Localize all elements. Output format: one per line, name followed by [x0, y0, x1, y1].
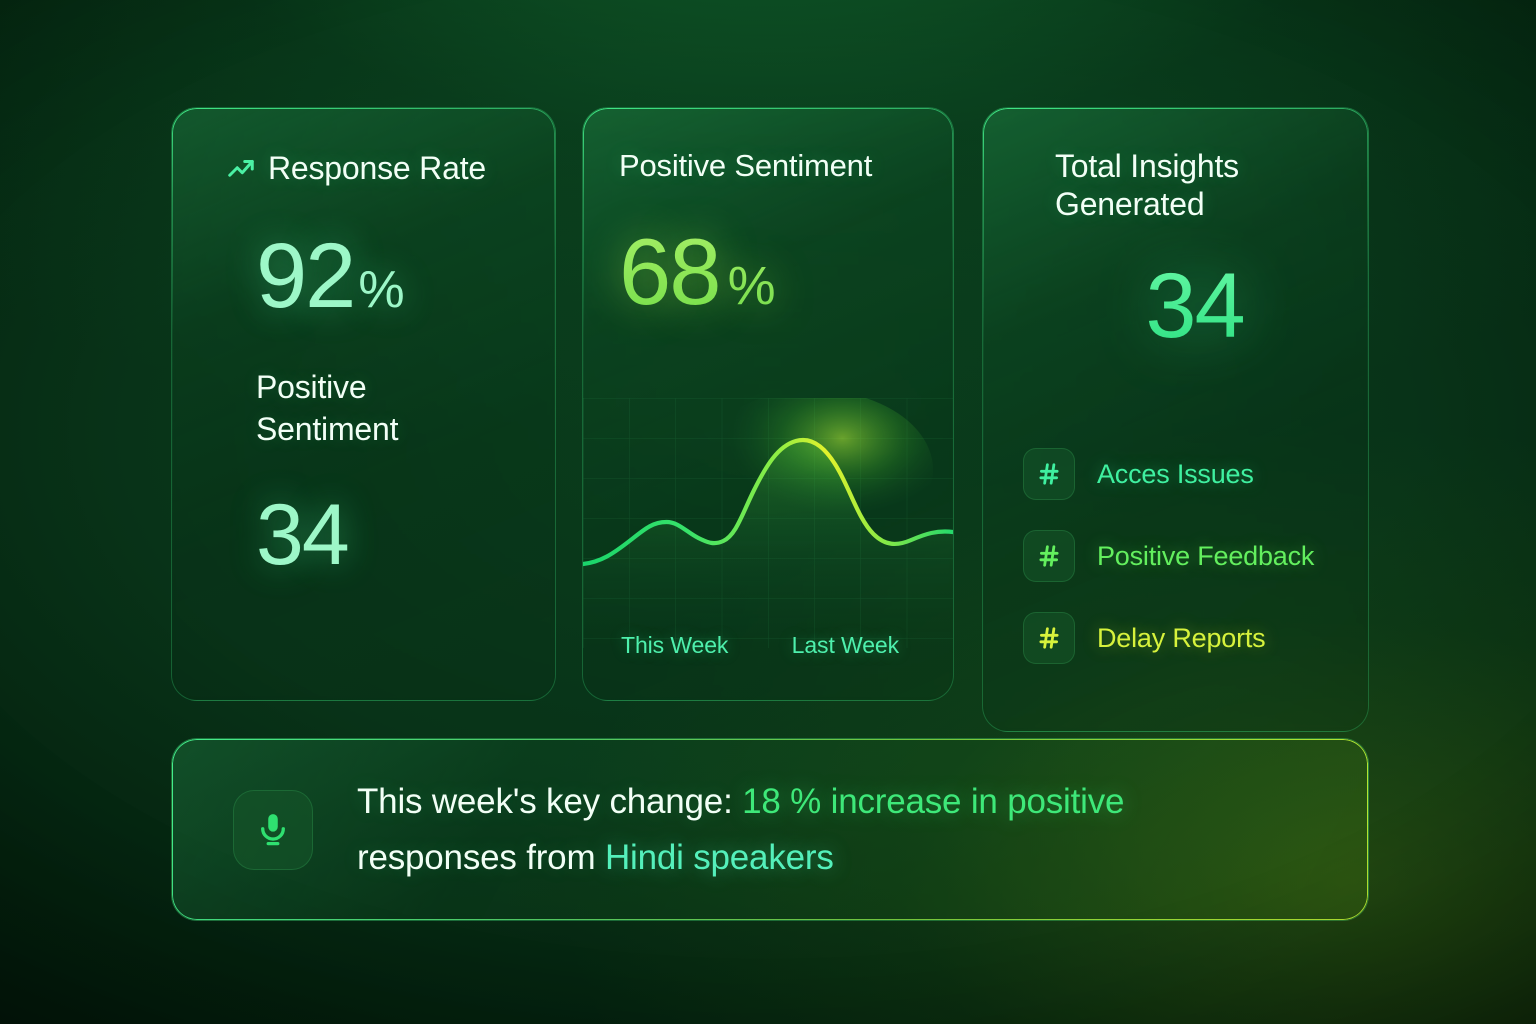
- card-response-rate-body: Response Rate 92% Positive Sentiment 34: [172, 108, 555, 700]
- sub-label-line1: Positive: [256, 368, 367, 405]
- card-total-insights-body: Total Insights Generated 34 Acces Issues: [983, 108, 1368, 731]
- key-change-banner-body: This week's key change: 18 % increase in…: [172, 739, 1368, 920]
- list-item[interactable]: Acces Issues: [1023, 448, 1314, 500]
- tag-label-acces-issues: Acces Issues: [1097, 458, 1254, 489]
- chart-line: [583, 437, 953, 567]
- insight-tag-list: Acces Issues Positive Feedback: [1023, 448, 1314, 664]
- card-response-rate[interactable]: Response Rate 92% Positive Sentiment 34: [171, 107, 556, 701]
- list-item[interactable]: Delay Reports: [1023, 612, 1314, 664]
- chart-area-fill: [583, 439, 953, 648]
- tag-label-positive-feedback: Positive Feedback: [1097, 540, 1315, 571]
- hash-icon: [1023, 530, 1075, 582]
- card-positive-sentiment[interactable]: Positive Sentiment 68%: [582, 107, 954, 701]
- positive-sentiment-value: 68%: [619, 218, 953, 324]
- positive-sentiment-number: 68: [619, 218, 722, 324]
- legend-last-week: Last Week: [791, 632, 899, 658]
- positive-sentiment-title: Positive Sentiment: [619, 148, 873, 183]
- microphone-icon[interactable]: [233, 789, 313, 870]
- sentiment-chart-svg: [583, 398, 953, 648]
- list-item[interactable]: Positive Feedback: [1023, 530, 1314, 582]
- key-change-banner[interactable]: This week's key change: 18 % increase in…: [171, 738, 1369, 921]
- banner-text-highlight-1: 18 % increase in positive: [742, 782, 1125, 822]
- key-change-text: This week's key change: 18 % increase in…: [357, 774, 1237, 885]
- response-rate-sub-label: Positive Sentiment: [256, 366, 555, 450]
- trending-up-icon: [226, 154, 256, 184]
- sentiment-trend-chart: [583, 398, 953, 648]
- response-rate-header: Response Rate: [226, 150, 555, 188]
- card-total-insights[interactable]: Total Insights Generated 34 Acces Issues: [982, 107, 1369, 732]
- sub-label-line2: Sentiment: [256, 410, 399, 447]
- total-insights-value: 34: [1021, 260, 1368, 352]
- hash-icon: [1023, 448, 1075, 500]
- response-rate-unit: %: [358, 260, 404, 319]
- total-insights-title: Total Insights Generated: [1055, 148, 1368, 224]
- legend-this-week: This Week: [621, 632, 729, 658]
- response-rate-value: 92%: [256, 230, 555, 322]
- response-rate-sub-value: 34: [256, 487, 350, 584]
- response-rate-title: Response Rate: [268, 150, 486, 186]
- response-rate-number: 92: [256, 224, 356, 327]
- card-positive-sentiment-body: Positive Sentiment 68%: [583, 108, 953, 700]
- total-insights-title-line2: Generated: [1055, 185, 1205, 222]
- total-insights-title-line1: Total Insights: [1055, 148, 1239, 184]
- tag-label-delay-reports: Delay Reports: [1097, 622, 1266, 653]
- chart-legend: This Week Last Week: [621, 632, 923, 659]
- banner-text-plain-1: This week's key change:: [357, 782, 743, 822]
- hash-icon: [1023, 612, 1075, 664]
- banner-text-plain-2: responses from: [357, 837, 605, 877]
- positive-sentiment-unit: %: [727, 255, 776, 316]
- banner-text-highlight-2: Hindi speakers: [604, 837, 834, 877]
